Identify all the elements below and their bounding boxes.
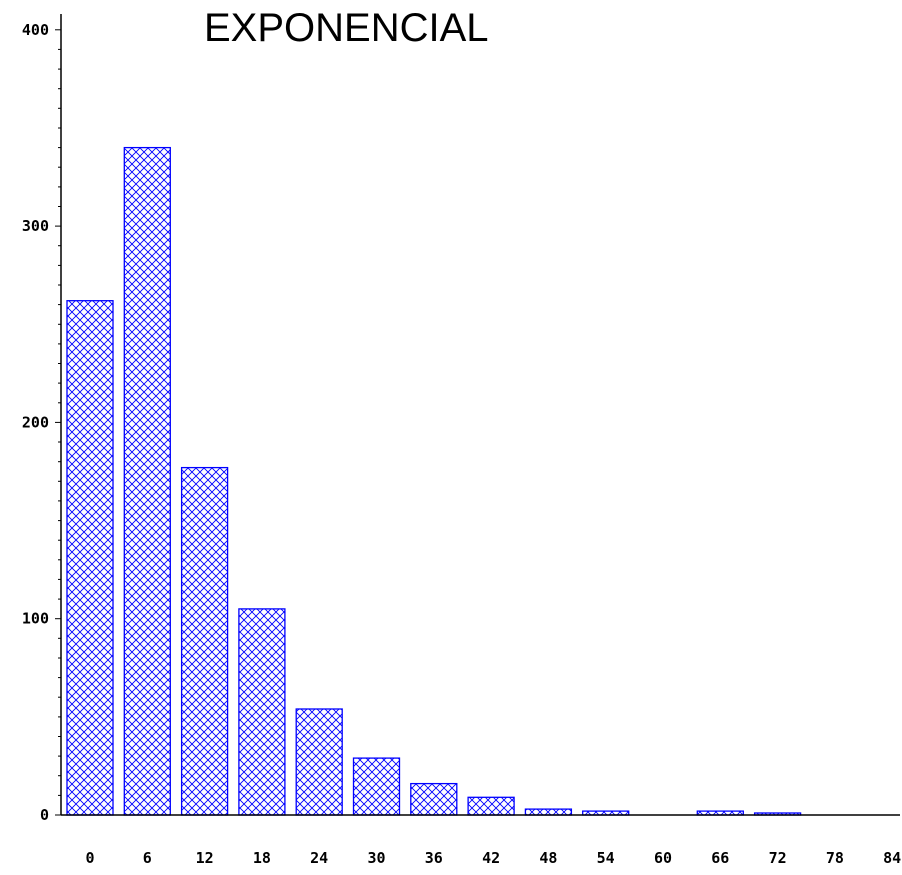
x-tick-label: 42	[482, 849, 500, 867]
x-tick-label: 54	[597, 849, 615, 867]
x-tick-label: 12	[196, 849, 214, 867]
x-tick-label: 66	[711, 849, 729, 867]
x-tick-label: 36	[425, 849, 443, 867]
bar-42	[467, 796, 515, 816]
x-tick-label: 78	[826, 849, 844, 867]
bar-36	[410, 782, 458, 816]
bar-6	[123, 146, 171, 816]
bar-0	[66, 300, 114, 816]
bar-12	[180, 466, 229, 816]
y-tick-label: 300	[22, 217, 49, 235]
bar-30	[352, 757, 401, 816]
x-tick-label: 48	[539, 849, 557, 867]
tick-labels: 0 100 200 300 400 0 6 12 18 24 30 36 42 48 54 60 66 72 78 8…	[22, 21, 901, 867]
x-tick-label: 6	[143, 849, 152, 867]
x-tick-label: 72	[769, 849, 787, 867]
y-tick-label: 400	[22, 21, 49, 39]
chart-title: EXPONENCIAL	[204, 6, 489, 50]
x-tick-label: 0	[85, 849, 94, 867]
x-tick-label: 60	[654, 849, 672, 867]
bar-18	[238, 608, 286, 816]
bar-48	[524, 808, 573, 816]
x-tick-label: 18	[253, 849, 271, 867]
bars	[66, 146, 802, 816]
y-tick-label: 0	[40, 806, 49, 824]
y-tick-label: 200	[22, 413, 49, 431]
x-tick-label: 84	[883, 849, 901, 867]
x-tick-label: 24	[310, 849, 328, 867]
bar-24	[295, 708, 343, 816]
y-tick-label: 100	[22, 610, 49, 628]
x-tick-label: 30	[367, 849, 385, 867]
axes	[55, 14, 900, 816]
